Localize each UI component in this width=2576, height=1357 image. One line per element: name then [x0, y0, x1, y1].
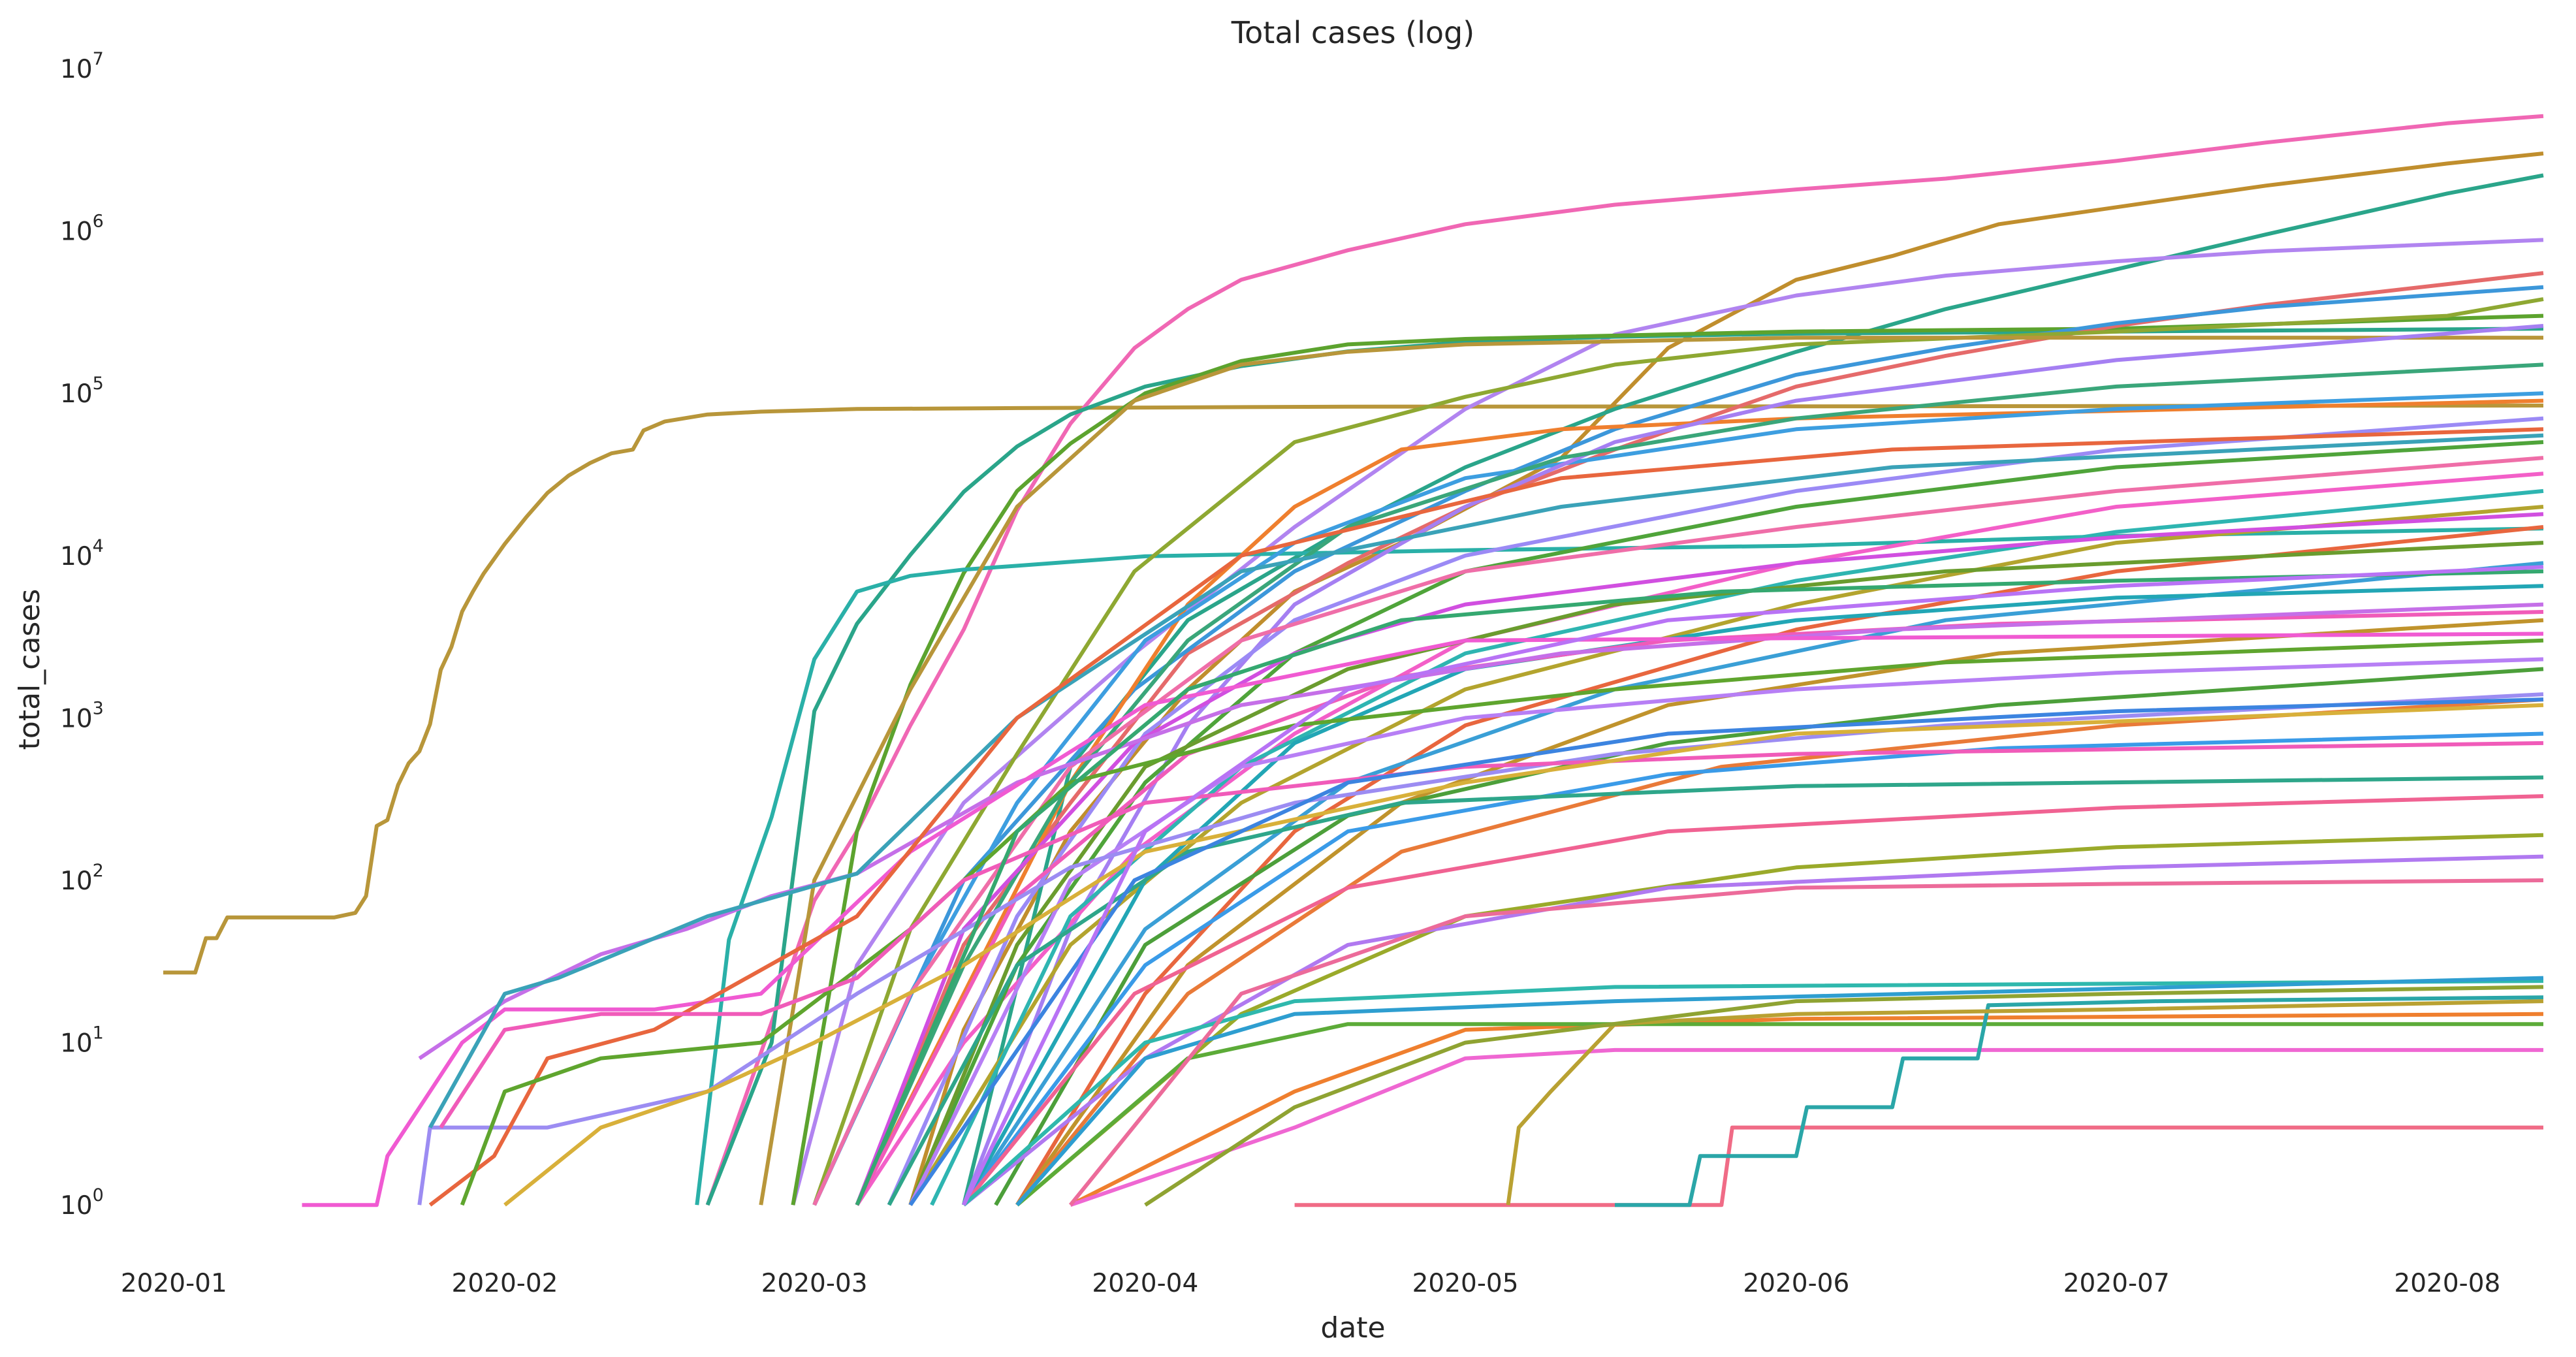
series-line-1 [705, 114, 2544, 1206]
x-tick-label: 2020-01 [121, 1269, 227, 1298]
series-line-22 [812, 456, 2544, 1206]
series-line-35 [1015, 833, 2544, 1207]
series-line-44 [417, 692, 2544, 1205]
y-tick-label: 106 [60, 212, 104, 247]
series-line-15 [855, 362, 2544, 1206]
series-line-36 [962, 854, 2544, 1207]
series-line-10 [812, 297, 2544, 1206]
y-tick-label: 100 [60, 1185, 104, 1221]
series-line-48 [428, 427, 2544, 1207]
series-line-41 [1294, 1125, 2543, 1207]
y-tick-label: 105 [60, 374, 104, 409]
series-line-43 [1506, 999, 2544, 1205]
series-line-57 [962, 565, 2544, 1206]
series-layer [163, 114, 2544, 1207]
x-tick-label: 2020-06 [1743, 1269, 1849, 1298]
series-line-53 [1144, 985, 2544, 1207]
series-line-9 [812, 285, 2544, 1206]
x-tick-label: 2020-03 [761, 1269, 868, 1298]
series-line-29 [994, 667, 2544, 1206]
x-axis-label: date [1320, 1311, 1385, 1345]
series-line-32 [962, 731, 2544, 1207]
series-line-49 [460, 638, 2544, 1206]
y-axis-label: total_cases [13, 589, 46, 750]
series-line-54 [1068, 878, 2544, 1207]
x-tick-labels: 2020-01 2020-02 2020-03 2020-04 2020-05 2020-… [121, 1269, 2501, 1298]
series-line-40 [1070, 1047, 2543, 1207]
x-tick-label: 2020-02 [452, 1269, 558, 1298]
series-line-34 [962, 794, 2544, 1207]
y-tick-label: 101 [60, 1023, 104, 1059]
series-line-39 [1015, 1022, 2543, 1207]
series-line-38 [1069, 1012, 2544, 1207]
x-tick-label: 2020-08 [2394, 1269, 2500, 1298]
series-line-3 [961, 173, 2544, 1205]
series-line-46 [302, 631, 2544, 1207]
series-line-37 [962, 979, 2544, 1207]
series-line-50 [439, 741, 2544, 1129]
series-line-31 [1015, 697, 2544, 1207]
series-line-24 [908, 541, 2544, 1206]
series-line-6 [791, 313, 2544, 1205]
x-tick-label: 2020-07 [2063, 1269, 2170, 1298]
series-line-23 [962, 561, 2544, 1206]
y-tick-label: 107 [60, 49, 104, 84]
series-line-47 [428, 433, 2544, 1129]
series-line-52 [1015, 976, 2544, 1207]
series-line-18 [908, 505, 2544, 1206]
chart-title: Total cases (log) [1231, 15, 1474, 50]
series-line-12 [855, 398, 2544, 1206]
series-line-14 [962, 324, 2544, 1206]
series-line-51 [503, 703, 2544, 1207]
series-line-0 [163, 404, 2544, 975]
y-tick-label: 102 [60, 861, 104, 896]
series-line-7 [695, 526, 2544, 1205]
series-line-16 [855, 471, 2544, 1206]
series-line-33 [887, 775, 2544, 1206]
y-tick-label: 103 [60, 698, 104, 733]
series-line-21 [930, 488, 2544, 1206]
series-line-11 [759, 336, 2543, 1205]
series-line-56 [855, 569, 2544, 1206]
series-line-4 [791, 238, 2544, 1205]
series-line-42 [1615, 995, 2544, 1207]
y-tick-labels: 100 101 102 103 104 105 106 107 [60, 49, 104, 1221]
series-line-30 [908, 657, 2544, 1206]
series-line-20 [1015, 525, 2544, 1206]
x-tick-label: 2020-05 [1412, 1269, 1519, 1298]
x-tick-label: 2020-04 [1092, 1269, 1198, 1298]
series-line-17 [908, 440, 2544, 1206]
y-tick-label: 104 [60, 536, 104, 571]
